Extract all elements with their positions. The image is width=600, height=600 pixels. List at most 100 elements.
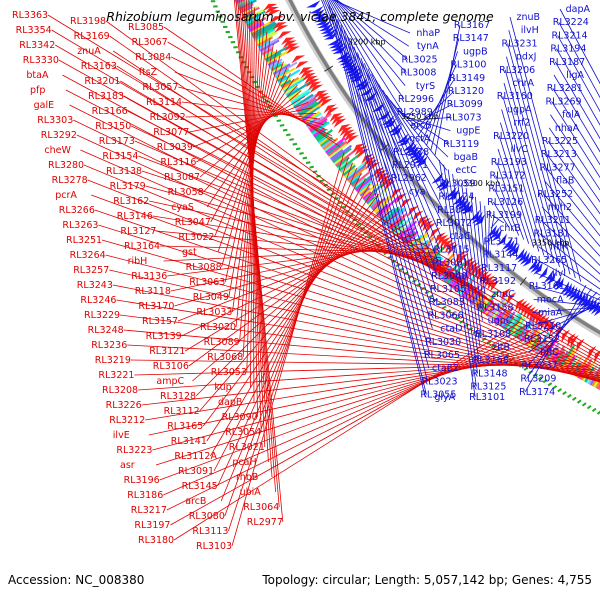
marker-dot [305, 161, 311, 165]
gene-label: RL3053 [211, 367, 247, 378]
reverse-gene-arrow [319, 98, 333, 108]
feature-band-mark [477, 300, 486, 311]
label-connector [123, 95, 488, 298]
gene-label: RL3213 [541, 149, 577, 160]
gene-label: RL3121 [149, 346, 185, 357]
label-connector [492, 201, 510, 228]
feature-band-mark [501, 311, 516, 329]
forward-gene-arrow [469, 209, 481, 222]
feature-band-mark [591, 370, 600, 387]
marker-dot [286, 133, 291, 137]
reverse-gene-arrow [367, 161, 381, 173]
marker-dot [571, 396, 577, 401]
gene-label: zitB [492, 342, 510, 353]
kbp-tick-label: 3200 kbp [348, 38, 386, 47]
forward-gene-arrow [344, 65, 359, 74]
label-connector [550, 114, 600, 191]
gene-label: ubiA [240, 487, 262, 498]
marker-dot [302, 156, 308, 160]
feature-band-mark [485, 302, 498, 317]
gene-label: RL3251 [66, 235, 102, 246]
marker-dot [273, 114, 279, 118]
gene-label: ectC [455, 165, 477, 176]
label-connector [498, 135, 535, 248]
gene-label: RL3115 [434, 244, 470, 255]
label-connector [554, 61, 600, 140]
feature-band-mark [498, 306, 515, 327]
gene-label: RL3231 [502, 38, 538, 49]
feature-band-mark [264, 46, 289, 61]
feature-band-mark [259, 39, 280, 52]
reverse-gene-arrow [304, 75, 318, 85]
label-connector [405, 117, 452, 122]
gene-label: RL3083 [429, 297, 465, 308]
gene-label: RL3236 [91, 340, 127, 351]
gene-label: gstA [409, 134, 431, 145]
gene-label: RL3263 [62, 220, 98, 231]
gene-label: RL3264 [70, 250, 106, 261]
gene-label: RL3269 [546, 96, 582, 107]
feature-band-mark [261, 47, 273, 56]
label-connector [497, 148, 530, 244]
forward-gene-arrow [538, 265, 549, 279]
gene-label: znuA [77, 46, 101, 57]
gene-label: rrf2 [513, 118, 530, 129]
gene-label: nhaA [555, 123, 580, 134]
gene-label: ugpB [463, 46, 488, 57]
gene-label: hflC [540, 347, 559, 358]
label-connector [447, 169, 478, 374]
gene-label: RL3265 [531, 255, 567, 266]
reverse-gene-arrow [532, 310, 542, 324]
reverse-gene-arrow [315, 93, 329, 102]
label-connector [145, 185, 456, 272]
label-connector [496, 162, 525, 240]
feature-band-mark [350, 177, 360, 186]
gene-label: RL3089 [204, 337, 240, 348]
feature-band-mark [482, 299, 495, 315]
reverse-gene-arrow [515, 298, 525, 312]
gene-label: RL3183 [88, 91, 124, 102]
label-connector [171, 56, 333, 137]
gene-label: RL3127 [120, 226, 156, 237]
gene-label: RL3103 [196, 541, 232, 552]
gene-label: RL3085 [128, 22, 164, 33]
label-connector [155, 341, 548, 466]
feature-band-mark [274, 68, 290, 79]
gene-label: ligA [566, 70, 584, 81]
marker-dot [490, 344, 496, 349]
gene-label: RL3020 [200, 322, 236, 333]
label-connector [330, 7, 427, 395]
label-connector [346, 35, 433, 329]
gene-label: RL3193 [491, 157, 527, 168]
gene-label: arcB [185, 496, 206, 507]
gene-label: RL3223 [116, 445, 152, 456]
gene-label: ctaC [449, 231, 471, 242]
feature-band-mark [303, 111, 321, 124]
feature-band-mark [505, 313, 520, 332]
feature-band-mark [351, 171, 370, 188]
gene-label: RL3214 [552, 30, 588, 41]
forward-gene-arrow [560, 281, 570, 295]
gene-label: pfp [30, 85, 45, 96]
gene-label: ilvH [521, 25, 539, 36]
label-connector [130, 359, 589, 367]
gene-label: RL3172 [490, 170, 526, 181]
label-connector [495, 175, 520, 236]
feature-band-mark [295, 96, 316, 112]
feature-band-mark [336, 156, 350, 169]
feature-band-mark [282, 76, 305, 91]
label-connector [156, 230, 441, 258]
feature-band-mark [253, 28, 276, 41]
feature-band-mark [275, 67, 296, 81]
gene-label: RL3147 [453, 33, 489, 44]
reverse-gene-arrow [295, 61, 309, 70]
reverse-gene-arrow [487, 277, 498, 290]
label-connector [326, 0, 400, 152]
gene-label: RL3113 [192, 526, 228, 537]
feature-band-mark [496, 308, 511, 326]
label-connector [210, 183, 371, 457]
label-connector [552, 87, 600, 166]
marker-dot [309, 165, 314, 169]
reverse-gene-arrow [263, 3, 278, 11]
reverse-gene-arrow [517, 300, 528, 314]
